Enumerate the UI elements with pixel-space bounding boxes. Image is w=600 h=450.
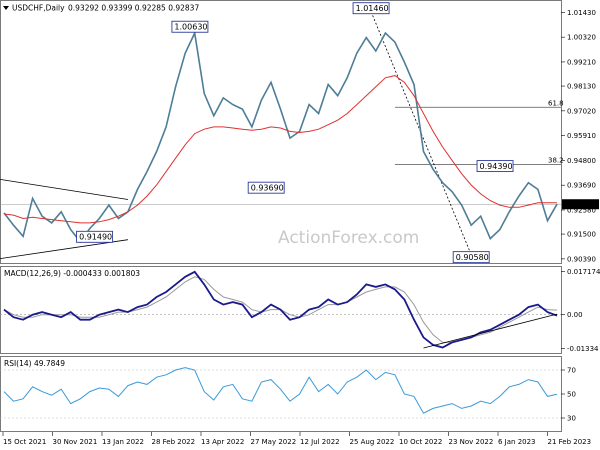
x-tick-label: 15 Oct 2021 [3, 438, 46, 446]
x-tick-label: 25 Aug 2022 [350, 438, 395, 446]
price-ytick-label: 1.00320 [567, 34, 596, 42]
rsi-ytick-label: 50 [567, 391, 576, 399]
fib-level-label: 38.2 [548, 157, 564, 165]
macd-title: MACD(12,26,9) -0.000433 0.001803 [4, 269, 140, 278]
macd-ytick-label: 0.00 [567, 311, 583, 319]
fib-level-label: 61.8 [548, 99, 564, 107]
x-tick-label: 23 Nov 2022 [449, 438, 494, 446]
x-tick-label: 10 Oct 2022 [399, 438, 442, 446]
sma-series-line [3, 75, 557, 224]
price-ytick-label: 0.92580 [567, 206, 596, 214]
macd-panel-frame [0, 266, 562, 354]
price-annotation-label: 0.93690 [251, 183, 284, 192]
macd-ytick-label: -0.01334 [567, 345, 599, 353]
x-tick-label: 27 May 2022 [251, 438, 297, 446]
price-ytick-label: 0.95910 [567, 132, 596, 140]
chart-symbol-label: USDCHF,Daily [12, 4, 65, 13]
price-ytick-label: 0.94800 [567, 157, 596, 165]
collapse-triangle-icon[interactable] [3, 6, 9, 10]
chart-ohlc-label: 0.93292 0.93399 0.92285 0.92837 [68, 4, 199, 13]
trendline-lower [0, 239, 129, 260]
macd-ytick-label: 0.017174 [567, 268, 600, 276]
price-ytick-label: 0.99210 [567, 58, 596, 66]
price-annotation-box [452, 251, 490, 264]
price-annotation-label: 1.00630 [174, 22, 207, 31]
macd-line [3, 270, 558, 349]
x-axis: 15 Oct 2021 30 Nov 2021 13 Jan 2022 28 Feb … [2, 432, 592, 446]
trendline-upper [0, 178, 129, 200]
rsi-title: RSI(14) 49.7849 [4, 359, 65, 368]
x-tick-label: 28 Feb 2022 [152, 438, 196, 446]
x-tick-label: 13 Apr 2022 [201, 438, 244, 446]
watermark: ActionForex.com [278, 228, 419, 248]
price-annotation-box [171, 20, 209, 33]
last-price-label: 0.92837 [564, 201, 593, 209]
last-price-tag [562, 199, 599, 210]
price-panel-frame [0, 0, 562, 264]
macd-trendline [423, 313, 558, 349]
price-ytick-label: 0.98130 [567, 83, 596, 91]
rsi-ytick-label: 30 [567, 415, 576, 423]
rsi-line [3, 367, 558, 414]
price-ytick-label: 0.91500 [567, 231, 596, 239]
price-annotation-box [352, 2, 390, 15]
rsi-ytick-label: 70 [567, 367, 576, 375]
price-ytick-label: 0.97020 [567, 107, 596, 115]
price-ytick-label: 0.93690 [567, 182, 596, 190]
price-annotation-label: 0.94390 [480, 162, 513, 171]
x-tick-label: 13 Jan 2022 [102, 438, 144, 446]
x-tick-label: 6 Jan 2023 [498, 438, 536, 446]
x-tick-label: 21 Feb 2023 [548, 438, 592, 446]
price-annotation-box [476, 160, 514, 173]
price-ytick-label: 1.01430 [567, 9, 596, 17]
price-annotation-label: 0.90580 [456, 253, 489, 262]
price-annotation-label: 1.01460 [356, 4, 389, 13]
price-annotation-box [247, 181, 285, 194]
x-tick-label: 30 Nov 2021 [53, 438, 98, 446]
x-tick-label: 12 Jul 2022 [300, 438, 340, 446]
price-annotation-label: 0.91490 [79, 233, 112, 242]
macd-layer: 0.017174 0.00 -0.01334 [0, 268, 600, 353]
price-layer: 61.8 38.2 1.01460 1.00630 0.93690 0.91490 0.94… [0, 2, 599, 264]
rsi-layer: 70 50 30 [0, 367, 576, 423]
price-annotation-box [76, 230, 114, 243]
price-ytick-label: 0.90390 [567, 255, 596, 263]
